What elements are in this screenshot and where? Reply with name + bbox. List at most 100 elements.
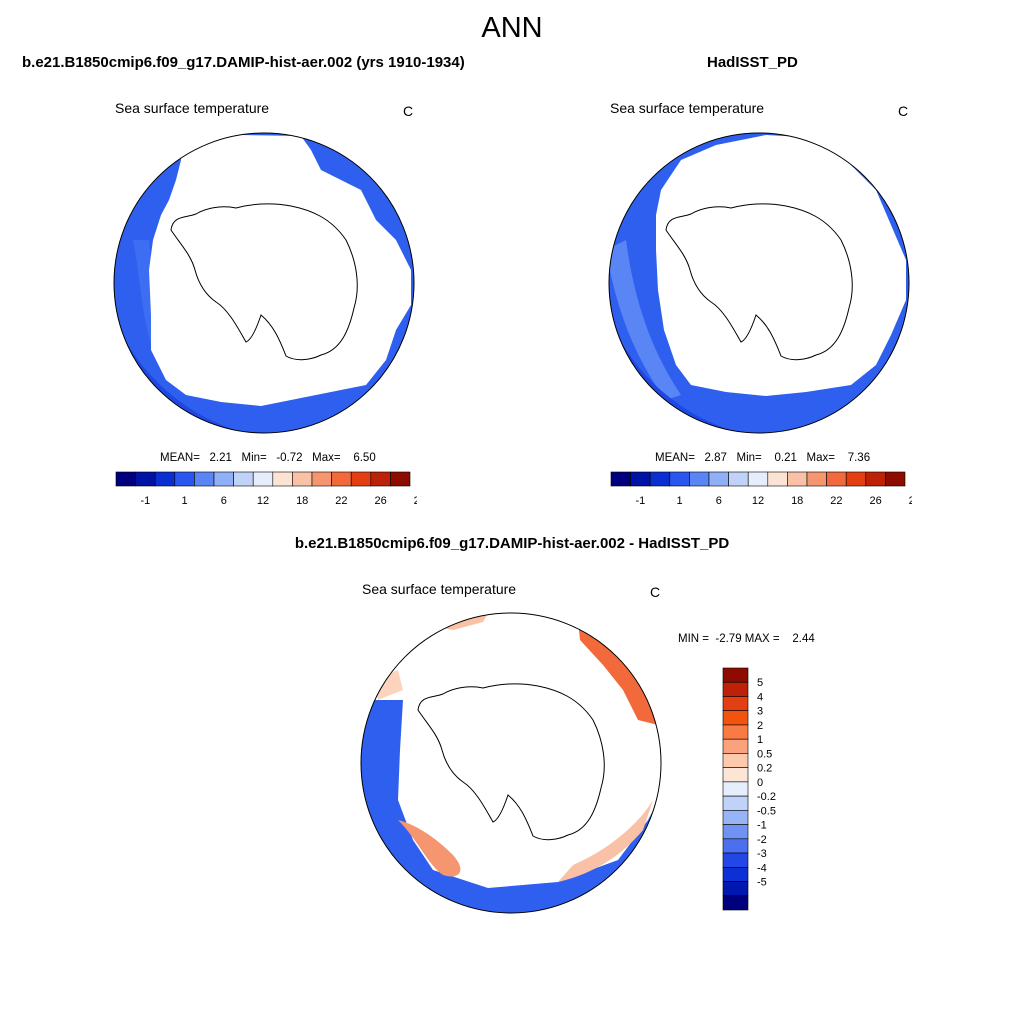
colorbar-cell <box>722 753 749 768</box>
colorbar-cell <box>370 471 391 487</box>
figure-title: ANN <box>481 12 543 44</box>
diff-stats: MIN = -2.79 MAX = 2.44 <box>678 633 815 645</box>
colorbar-cell <box>767 471 788 487</box>
colorbar-tick-label: 18 <box>296 495 308 507</box>
colorbar-cell <box>722 667 749 683</box>
difference-colorbar: 5 4 3 2 1 0.5 0.2 0 -0.2 -0.5 -1 -2 -3 -4 -5 <box>722 667 776 911</box>
right-sst-map <box>608 132 910 434</box>
right-variable-label: Sea surface temperature <box>610 100 765 116</box>
colorbar-tick-label: -1 <box>757 820 767 832</box>
colorbar-tick-label: -1 <box>141 495 151 507</box>
colorbar-cell <box>722 810 749 825</box>
colorbar-cell <box>845 471 867 487</box>
colorbar-tick-label: 1 <box>677 495 683 507</box>
colorbar-cell <box>610 471 631 487</box>
colorbar-tick-label: 1 <box>182 495 188 507</box>
colorbar-tick-label: -1 <box>636 495 646 507</box>
colorbar-cell <box>154 471 176 487</box>
right-units-label: C <box>898 103 909 119</box>
diff-panel-title: b.e21.B1850cmip6.f09_g17.DAMIP-hist-aer.… <box>294 535 730 552</box>
colorbar-tick-label: 6 <box>221 495 227 507</box>
left-colorbar: -1 1 6 12 18 22 26 29 <box>115 471 417 507</box>
colorbar-cell <box>115 471 136 487</box>
diff-units-label: C <box>650 584 661 600</box>
colorbar-cell <box>233 471 254 487</box>
difference-map <box>360 612 662 914</box>
colorbar-cell <box>722 710 749 726</box>
colorbar-tick-label: 18 <box>791 495 803 507</box>
colorbar-tick-label: 29 <box>414 495 417 507</box>
colorbar-tick-label: 26 <box>374 495 386 507</box>
colorbar-cell <box>806 471 827 487</box>
antarctica-coastline <box>170 203 358 361</box>
colorbar-cell <box>722 852 749 868</box>
colorbar-tick-label: 12 <box>752 495 764 507</box>
colorbar-cell <box>722 824 749 840</box>
antarctica-coastline <box>417 683 605 841</box>
left-panel-title: b.e21.B1850cmip6.f09_g17.DAMIP-hist-aer.… <box>22 54 465 71</box>
colorbar-cell <box>213 471 234 487</box>
right-stats: MEAN= 2.87 Min= 0.21 Max= 7.36 <box>655 452 871 464</box>
colorbar-cell <box>728 471 749 487</box>
colorbar-tick-label: -0.2 <box>757 791 776 803</box>
sea-ice-mask <box>656 135 906 396</box>
colorbar-cell <box>390 471 411 487</box>
left-variable-label: Sea surface temperature <box>115 100 270 116</box>
colorbar-tick-label: -3 <box>757 848 767 860</box>
colorbar-cell <box>272 471 293 487</box>
colorbar-cell <box>722 838 749 854</box>
left-stats: MEAN= 2.21 Min= -0.72 Max= 6.50 <box>160 452 376 464</box>
colorbar-tick-label: 6 <box>716 495 722 507</box>
colorbar-cell <box>722 681 749 697</box>
colorbar-cell <box>708 471 729 487</box>
colorbar-cell <box>630 471 651 487</box>
colorbar-cell <box>194 471 215 487</box>
colorbar-cell <box>722 781 749 797</box>
colorbar-tick-label: -5 <box>757 877 767 889</box>
left-units-label: C <box>403 103 414 119</box>
warm-anomaly <box>578 620 658 725</box>
colorbar-tick-label: -2 <box>757 834 767 846</box>
colorbar-cell <box>885 471 906 487</box>
colorbar-cell <box>826 471 847 487</box>
sea-ice-mask <box>149 135 411 406</box>
colorbar-tick-label: -4 <box>757 862 767 874</box>
colorbar-tick-label: 12 <box>257 495 269 507</box>
warm-anomaly <box>558 800 653 882</box>
colorbar-tick-label: 0.5 <box>757 748 772 760</box>
warm-streak <box>609 240 681 400</box>
colorbar-cell <box>747 471 769 487</box>
colorbar-cell <box>252 471 274 487</box>
right-panel-title: HadISST_PD <box>707 54 798 71</box>
colorbar-tick-label: 22 <box>335 495 347 507</box>
colorbar-cell <box>649 471 671 487</box>
colorbar-tick-label: 4 <box>757 691 763 703</box>
colorbar-cell <box>722 881 749 897</box>
colorbar-cell <box>722 895 749 911</box>
colorbar-cell <box>722 866 749 882</box>
colorbar-cell <box>722 724 749 740</box>
colorbar-tick-label: 29 <box>909 495 912 507</box>
colorbar-tick-label: -0.5 <box>757 805 776 817</box>
colorbar-tick-label: 2 <box>757 720 763 732</box>
colorbar-cell <box>722 738 749 754</box>
colorbar-tick-label: 5 <box>757 677 763 689</box>
colorbar-cell <box>174 471 195 487</box>
colorbar-cell <box>669 471 690 487</box>
colorbar-cell <box>722 795 749 811</box>
colorbar-cell <box>292 471 313 487</box>
colorbar-cell <box>722 767 749 783</box>
colorbar-tick-label: 26 <box>869 495 881 507</box>
colorbar-cell <box>689 471 710 487</box>
colorbar-cell <box>350 471 372 487</box>
right-colorbar: -1 1 6 12 18 22 26 29 <box>610 471 912 507</box>
colorbar-tick-label: 3 <box>757 706 763 718</box>
colorbar-tick-label: 0.2 <box>757 763 772 775</box>
colorbar-cell <box>722 696 749 712</box>
colorbar-tick-label: 0 <box>757 777 763 789</box>
colorbar-cell <box>331 471 352 487</box>
colorbar-cell <box>311 471 332 487</box>
colorbar-tick-label: 22 <box>830 495 842 507</box>
diff-variable-label: Sea surface temperature <box>362 581 517 597</box>
warm-anomaly <box>398 820 461 877</box>
